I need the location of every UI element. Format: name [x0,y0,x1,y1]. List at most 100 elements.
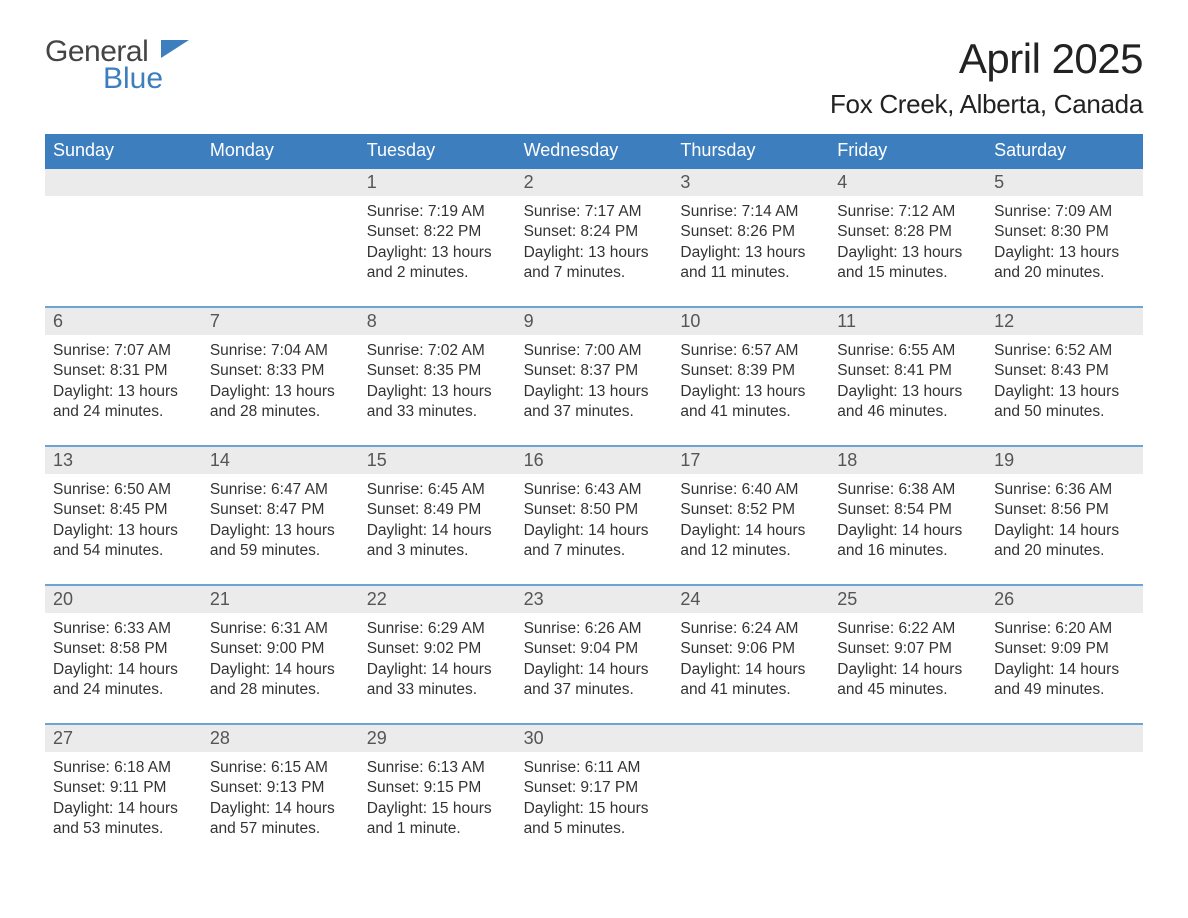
sunrise-text: Sunrise: 6:18 AM [53,758,194,778]
sunset-text: Sunset: 9:11 PM [53,778,194,798]
page-title: April 2025 [830,35,1143,83]
daylight-text: Daylight: 14 hours and 28 minutes. [210,660,351,701]
sunset-text: Sunset: 8:45 PM [53,500,194,520]
day-number: 1 [359,169,516,196]
sunrise-text: Sunrise: 6:13 AM [367,758,508,778]
daylight-text: Daylight: 13 hours and 54 minutes. [53,521,194,562]
daylight-text: Daylight: 15 hours and 1 minute. [367,799,508,840]
logo-flag-icon [161,36,189,70]
sunrise-text: Sunrise: 6:11 AM [524,758,665,778]
content-row: Sunrise: 6:50 AMSunset: 8:45 PMDaylight:… [45,474,1143,572]
sunrise-text: Sunrise: 7:02 AM [367,341,508,361]
day-number: 21 [202,586,359,613]
daylight-text: Daylight: 13 hours and 7 minutes. [524,243,665,284]
sunrise-text: Sunrise: 6:38 AM [837,480,978,500]
daylight-text: Daylight: 14 hours and 20 minutes. [994,521,1135,562]
day-cell [829,752,986,850]
daylight-text: Daylight: 13 hours and 15 minutes. [837,243,978,284]
dayheader-thu: Thursday [672,134,829,169]
sunset-text: Sunset: 8:31 PM [53,361,194,381]
day-cell: Sunrise: 6:57 AMSunset: 8:39 PMDaylight:… [672,335,829,433]
daylight-text: Daylight: 14 hours and 33 minutes. [367,660,508,701]
daylight-text: Daylight: 14 hours and 37 minutes. [524,660,665,701]
daylight-text: Daylight: 14 hours and 45 minutes. [837,660,978,701]
sunrise-text: Sunrise: 6:57 AM [680,341,821,361]
day-number: 20 [45,586,202,613]
sunrise-text: Sunrise: 6:26 AM [524,619,665,639]
day-number: 26 [986,586,1143,613]
content-row: Sunrise: 7:07 AMSunset: 8:31 PMDaylight:… [45,335,1143,433]
day-number: 11 [829,308,986,335]
sunset-text: Sunset: 9:00 PM [210,639,351,659]
sunrise-text: Sunrise: 6:40 AM [680,480,821,500]
daylight-text: Daylight: 13 hours and 2 minutes. [367,243,508,284]
day-cell: Sunrise: 6:22 AMSunset: 9:07 PMDaylight:… [829,613,986,711]
sunrise-text: Sunrise: 7:12 AM [837,202,978,222]
day-number: 25 [829,586,986,613]
day-number: 16 [516,447,673,474]
sunrise-text: Sunrise: 6:45 AM [367,480,508,500]
day-cell: Sunrise: 6:47 AMSunset: 8:47 PMDaylight:… [202,474,359,572]
sunset-text: Sunset: 8:43 PM [994,361,1135,381]
day-number: 12 [986,308,1143,335]
day-number: 22 [359,586,516,613]
daylight-text: Daylight: 13 hours and 37 minutes. [524,382,665,423]
daynum-row: 6789101112 [45,308,1143,335]
sunset-text: Sunset: 8:24 PM [524,222,665,242]
content-row: Sunrise: 6:18 AMSunset: 9:11 PM Daylight:… [45,752,1143,850]
sunrise-text: Sunrise: 7:17 AM [524,202,665,222]
day-number: 6 [45,308,202,335]
sunrise-text: Sunrise: 6:24 AM [680,619,821,639]
sunset-text: Sunset: 9:06 PM [680,639,821,659]
sunrise-text: Sunrise: 6:52 AM [994,341,1135,361]
daylight-text: Daylight: 13 hours and 24 minutes. [53,382,194,423]
day-number [829,725,986,752]
day-cell [672,752,829,850]
content-row: Sunrise: 7:19 AMSunset: 8:22 PMDaylight:… [45,196,1143,294]
sunset-text: Sunset: 9:07 PM [837,639,978,659]
day-number: 23 [516,586,673,613]
day-number: 18 [829,447,986,474]
sunrise-text: Sunrise: 6:36 AM [994,480,1135,500]
dayheader-wed: Wednesday [516,134,673,169]
day-cell [986,752,1143,850]
sunrise-text: Sunrise: 7:19 AM [367,202,508,222]
sunrise-text: Sunrise: 6:47 AM [210,480,351,500]
sunset-text: Sunset: 9:15 PM [367,778,508,798]
sunset-text: Sunset: 8:35 PM [367,361,508,381]
sunrise-text: Sunrise: 7:14 AM [680,202,821,222]
dayheader-tue: Tuesday [359,134,516,169]
sunset-text: Sunset: 8:33 PM [210,361,351,381]
daylight-text: Daylight: 14 hours and 3 minutes. [367,521,508,562]
day-cell: Sunrise: 6:40 AMSunset: 8:52 PMDaylight:… [672,474,829,572]
title-block: April 2025 Fox Creek, Alberta, Canada [830,35,1143,120]
day-cell: Sunrise: 7:12 AMSunset: 8:28 PMDaylight:… [829,196,986,294]
day-number: 19 [986,447,1143,474]
daylight-text: Daylight: 14 hours and 24 minutes. [53,660,194,701]
sunset-text: Sunset: 8:50 PM [524,500,665,520]
day-number: 3 [672,169,829,196]
weeks-container: 12345Sunrise: 7:19 AMSunset: 8:22 PMDayl… [45,169,1143,850]
day-number: 7 [202,308,359,335]
daylight-text: Daylight: 14 hours and 16 minutes. [837,521,978,562]
day-cell: Sunrise: 6:18 AMSunset: 9:11 PMDaylight:… [45,752,202,850]
sunset-text: Sunset: 9:13 PM [210,778,351,798]
sunrise-text: Sunrise: 6:20 AM [994,619,1135,639]
sunset-text: Sunset: 8:47 PM [210,500,351,520]
day-cell [45,196,202,294]
day-number [202,169,359,196]
day-number: 17 [672,447,829,474]
day-cell: Sunrise: 6:24 AMSunset: 9:06 PMDaylight:… [672,613,829,711]
day-cell: Sunrise: 6:50 AMSunset: 8:45 PMDaylight:… [45,474,202,572]
day-cell: Sunrise: 6:36 AMSunset: 8:56 PMDaylight:… [986,474,1143,572]
daylight-text: Daylight: 13 hours and 50 minutes. [994,382,1135,423]
daylight-text: Daylight: 13 hours and 59 minutes. [210,521,351,562]
day-cell: Sunrise: 6:55 AMSunset: 8:41 PMDaylight:… [829,335,986,433]
sunset-text: Sunset: 8:41 PM [837,361,978,381]
sunset-text: Sunset: 8:22 PM [367,222,508,242]
daylight-text: Daylight: 14 hours and 57 minutes. [210,799,351,840]
sunset-text: Sunset: 9:04 PM [524,639,665,659]
daynum-row: 27282930 [45,725,1143,752]
daylight-text: Daylight: 13 hours and 28 minutes. [210,382,351,423]
sunset-text: Sunset: 8:49 PM [367,500,508,520]
